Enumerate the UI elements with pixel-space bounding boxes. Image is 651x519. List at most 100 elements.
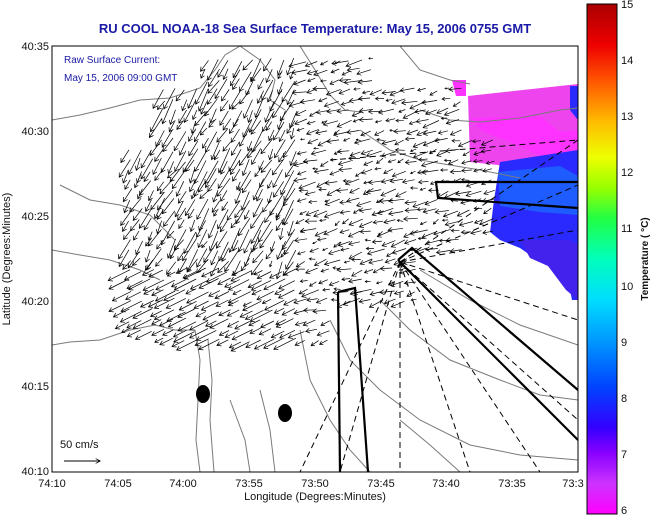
current-vector xyxy=(313,147,319,150)
current-vector xyxy=(220,160,228,175)
current-vector xyxy=(383,168,393,175)
current-vector xyxy=(288,111,298,129)
current-vector xyxy=(133,230,140,241)
current-vector xyxy=(230,270,252,282)
current-vector xyxy=(201,241,208,249)
colorbar xyxy=(586,3,618,515)
current-vector xyxy=(422,130,437,136)
current-vector xyxy=(172,329,187,338)
current-vector xyxy=(389,280,404,288)
current-vector xyxy=(419,221,427,226)
current-vector xyxy=(481,179,492,186)
current-vector xyxy=(326,138,340,144)
chart-title: RU COOL NOAA-18 Sea Surface Temperature:… xyxy=(99,21,531,36)
current-vector xyxy=(166,230,175,239)
current-vector xyxy=(231,101,240,110)
current-vector xyxy=(216,128,229,143)
current-vector xyxy=(455,190,472,197)
current-vector xyxy=(208,118,217,128)
current-vector xyxy=(288,61,307,68)
current-vector xyxy=(140,149,152,169)
colorbar-tick: 15 xyxy=(621,0,633,11)
current-vector xyxy=(250,229,262,253)
current-vector xyxy=(305,328,318,334)
current-vector xyxy=(222,68,229,81)
current-vector xyxy=(226,309,240,317)
current-vector xyxy=(188,328,209,339)
x-axis: 74:10 74:05 74:00 73:55 73:50 73:45 73:4… xyxy=(38,478,583,490)
current-vector xyxy=(343,79,363,85)
current-vector xyxy=(393,290,404,296)
current-vector xyxy=(334,220,340,226)
current-time: May 15, 2006 09:00 GMT xyxy=(64,73,177,84)
current-vector xyxy=(201,267,220,278)
current-vector xyxy=(273,121,285,141)
colorbar-ticks: 15 14 13 12 11 10 9 8 7 6 xyxy=(621,0,633,517)
current-vector xyxy=(195,220,206,238)
current-vector xyxy=(175,89,185,102)
current-vector xyxy=(277,289,295,299)
current-vector xyxy=(323,259,341,266)
current-vector xyxy=(287,331,305,339)
current-vector xyxy=(401,178,415,185)
current-vector xyxy=(353,87,361,91)
current-vector xyxy=(409,148,417,153)
current-vector xyxy=(139,300,154,308)
current-vector xyxy=(200,101,208,115)
current-vector xyxy=(443,158,452,162)
current-vector xyxy=(295,261,305,268)
current-vector xyxy=(174,239,184,250)
current-vector xyxy=(403,216,418,222)
current-vector xyxy=(433,137,448,143)
current-vector xyxy=(248,109,262,133)
current-vector xyxy=(330,68,340,74)
current-vector xyxy=(347,230,361,238)
current-vector xyxy=(258,328,272,336)
current-vector xyxy=(346,197,360,203)
current-vector xyxy=(272,100,284,119)
current-vector xyxy=(132,308,153,319)
current-vector xyxy=(294,237,308,243)
current-vector xyxy=(329,158,338,162)
current-vector xyxy=(306,70,319,76)
current-vector xyxy=(452,178,462,183)
current-vector xyxy=(304,61,318,68)
current-vector xyxy=(333,151,342,155)
current-vector xyxy=(420,160,439,168)
current-vector xyxy=(295,218,305,225)
current-vector xyxy=(389,178,404,184)
current-vector xyxy=(174,150,187,173)
current-vector xyxy=(133,178,140,189)
current-vector xyxy=(417,87,426,92)
current-vector xyxy=(243,240,251,254)
current-vector xyxy=(122,188,133,203)
current-vector xyxy=(478,218,494,226)
current-vector xyxy=(247,280,262,289)
current-vector xyxy=(379,289,395,295)
current-vector xyxy=(346,67,360,73)
current-vector xyxy=(349,187,360,194)
current-vector xyxy=(189,320,209,331)
current-vector xyxy=(231,329,253,341)
current-vector xyxy=(189,178,197,193)
current-vector xyxy=(303,307,316,313)
current-vector xyxy=(220,100,229,112)
current-vector xyxy=(160,151,174,173)
current-vector xyxy=(221,248,229,263)
current-vector xyxy=(156,239,164,250)
current-vector xyxy=(461,160,472,165)
current-vector xyxy=(302,319,316,327)
current-vector xyxy=(385,118,396,123)
colorbar-tick: 11 xyxy=(621,223,632,235)
current-vector xyxy=(293,298,308,305)
y-tick-label: 40:20 xyxy=(21,296,49,308)
current-vector xyxy=(205,131,218,153)
current-vector xyxy=(209,108,217,124)
x-tick-label: 73:50 xyxy=(301,478,329,490)
current-vector xyxy=(208,68,220,88)
x-tick-label: 74:00 xyxy=(169,478,197,490)
current-vector xyxy=(380,178,394,184)
current-vector xyxy=(368,179,383,185)
current-vector xyxy=(202,138,209,149)
current-vector xyxy=(257,78,265,90)
